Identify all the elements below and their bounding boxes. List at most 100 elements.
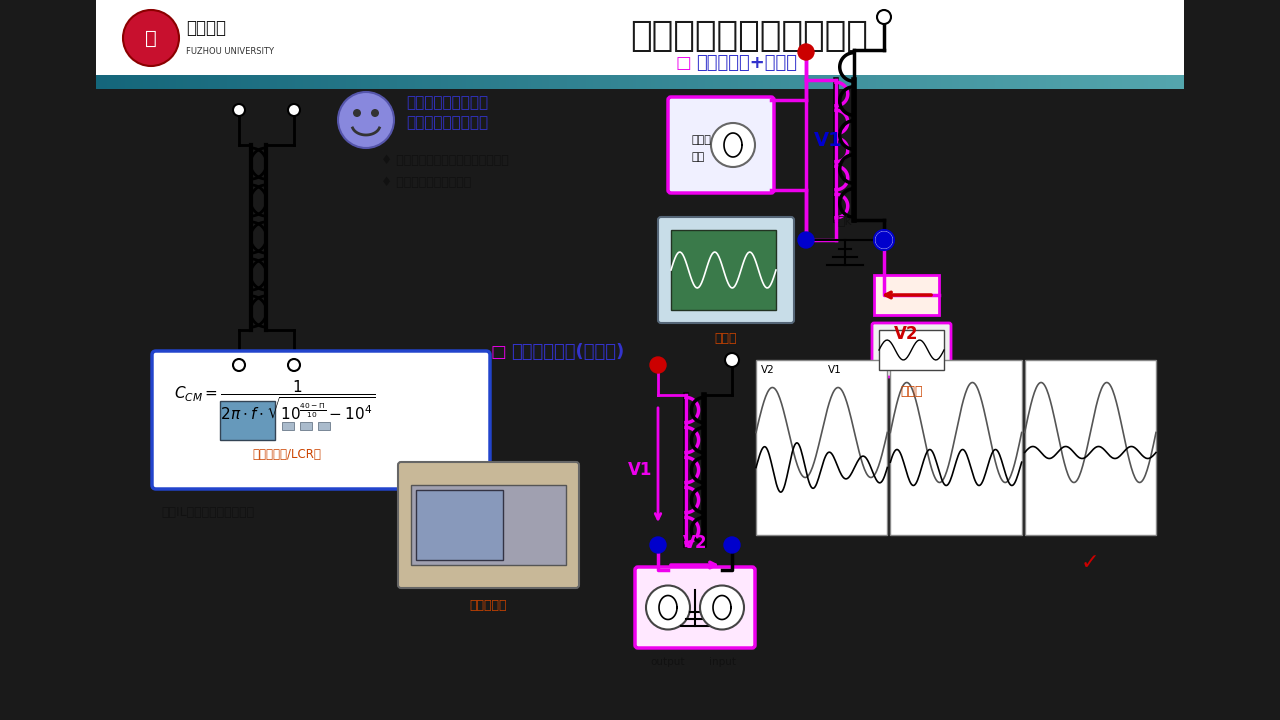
Text: V2: V2 — [895, 325, 919, 343]
Bar — [727, 75, 731, 89]
Bar — [1137, 75, 1140, 89]
Bar — [931, 75, 934, 89]
Circle shape — [371, 109, 379, 117]
Bar — [1158, 75, 1162, 89]
Bar — [1093, 75, 1097, 89]
Bar — [680, 75, 684, 89]
Bar — [234, 75, 238, 89]
Bar — [561, 75, 564, 89]
Bar — [1144, 75, 1148, 89]
Bar — [499, 75, 503, 89]
Bar — [557, 75, 561, 89]
Bar — [891, 360, 1021, 535]
Text: ✓: ✓ — [1082, 553, 1100, 573]
Bar — [767, 75, 771, 89]
Bar — [419, 75, 422, 89]
Bar — [458, 75, 463, 89]
Bar — [640, 75, 644, 89]
Bar — [948, 75, 952, 89]
Bar — [945, 75, 948, 89]
Bar — [618, 75, 622, 89]
Bar — [955, 75, 960, 89]
Bar — [822, 75, 826, 89]
Bar — [719, 75, 724, 89]
Bar — [998, 75, 1004, 89]
Bar — [157, 75, 161, 89]
Bar — [317, 75, 321, 89]
Bar — [934, 75, 938, 89]
Bar — [1050, 75, 1053, 89]
Bar — [788, 75, 792, 89]
Bar — [737, 75, 742, 89]
Bar — [321, 75, 325, 89]
Bar — [952, 75, 956, 89]
Bar — [741, 75, 746, 89]
Bar — [415, 75, 420, 89]
Bar — [205, 75, 209, 89]
Bar — [915, 75, 920, 89]
Circle shape — [288, 359, 300, 371]
Bar — [826, 75, 829, 89]
Text: 示波器: 示波器 — [714, 332, 737, 345]
Bar — [593, 75, 596, 89]
Bar — [296, 75, 300, 89]
Bar — [241, 75, 246, 89]
Bar — [1162, 75, 1166, 89]
Bar — [879, 75, 883, 89]
Circle shape — [724, 537, 740, 553]
Bar — [411, 485, 566, 565]
Bar — [937, 75, 942, 89]
Text: 网络分析仪等(两端口): 网络分析仪等(两端口) — [511, 343, 625, 361]
Bar — [122, 75, 125, 89]
Bar — [676, 75, 681, 89]
Bar — [422, 75, 426, 89]
Bar — [517, 75, 521, 89]
Bar — [1111, 75, 1116, 89]
Bar — [567, 75, 572, 89]
Bar — [448, 75, 452, 89]
Bar — [828, 75, 833, 89]
Bar — [919, 75, 923, 89]
Bar — [774, 75, 778, 89]
Bar — [582, 75, 586, 89]
Bar — [110, 75, 115, 89]
Bar — [151, 75, 155, 89]
Bar — [579, 75, 582, 89]
Bar — [100, 75, 104, 89]
FancyBboxPatch shape — [668, 97, 774, 193]
Circle shape — [724, 353, 739, 367]
Bar — [108, 75, 111, 89]
Bar — [626, 75, 630, 89]
Bar — [632, 75, 637, 89]
Bar — [818, 75, 822, 89]
Text: V2: V2 — [682, 534, 708, 552]
Bar — [622, 75, 626, 89]
Bar — [1155, 75, 1160, 89]
Bar — [128, 75, 133, 89]
Bar — [709, 75, 713, 89]
Bar — [1021, 75, 1025, 89]
Bar — [1018, 75, 1021, 89]
Bar — [310, 75, 314, 89]
Bar — [433, 75, 438, 89]
Bar — [963, 75, 966, 89]
Circle shape — [877, 10, 891, 24]
Bar — [909, 75, 913, 89]
Bar — [1097, 75, 1101, 89]
Bar — [1083, 75, 1087, 89]
Circle shape — [338, 92, 394, 148]
Text: □: □ — [676, 54, 698, 72]
Bar — [1166, 75, 1170, 89]
Bar — [136, 75, 140, 89]
Bar — [284, 75, 289, 89]
Bar — [416, 490, 503, 560]
Bar — [179, 75, 183, 89]
Circle shape — [650, 357, 666, 373]
Bar — [389, 75, 394, 89]
Bar — [132, 75, 137, 89]
Bar — [840, 75, 844, 89]
Circle shape — [876, 232, 892, 248]
Text: V1: V1 — [828, 365, 842, 375]
Bar — [673, 75, 677, 89]
Bar — [230, 75, 234, 89]
